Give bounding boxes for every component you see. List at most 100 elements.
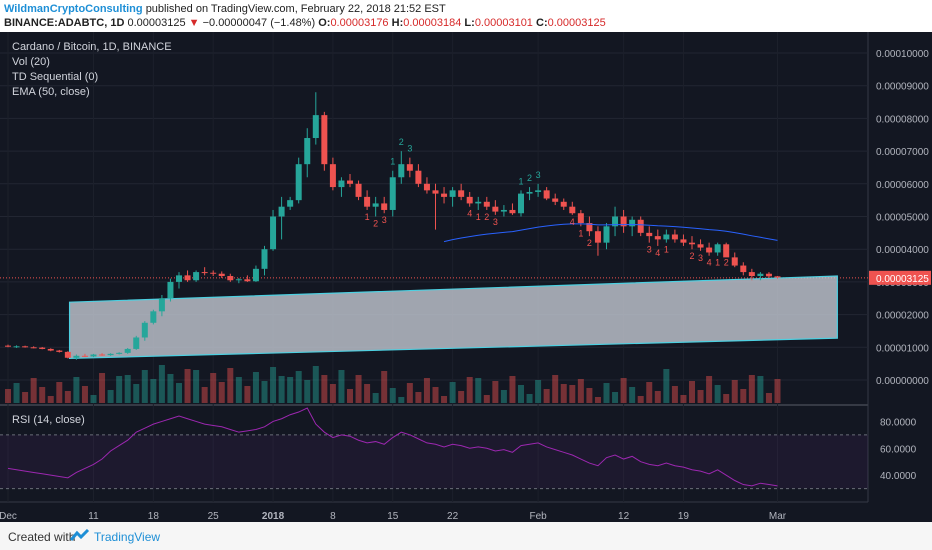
candle-body: [278, 206, 285, 217]
symbol-line: BINANCE:ADABTC, 1D 0.00003125 ▼ −0.00000…: [4, 17, 606, 29]
volume-bar: [56, 382, 63, 403]
price-tick-label: 0.00000000: [876, 376, 929, 387]
candle-body: [124, 348, 131, 353]
td-marker: 3: [698, 253, 703, 263]
candle-body: [757, 273, 764, 277]
close-value: 0.00003125: [547, 17, 606, 29]
candle-body: [22, 346, 29, 348]
time-tick-label: 15: [387, 511, 399, 522]
candle-body: [355, 183, 362, 197]
volume-bar: [552, 375, 559, 403]
candle-body: [107, 353, 114, 356]
ema-path: [443, 223, 778, 243]
candle-body: [329, 164, 336, 188]
volume-bar: [210, 373, 217, 403]
symbol-label: BINANCE:ADABTC, 1D: [4, 17, 125, 29]
volume-bar: [654, 391, 661, 403]
candle-body: [748, 272, 755, 277]
candle-body: [398, 164, 405, 178]
candle-body: [620, 216, 627, 227]
candle-body: [543, 190, 550, 199]
open-label: O:: [318, 17, 331, 29]
volume-bar: [569, 385, 576, 403]
candle-body: [432, 190, 439, 194]
td-marker: 3: [493, 217, 498, 227]
volume-bar: [637, 396, 644, 403]
candle-body: [184, 275, 191, 281]
candle-body: [270, 216, 277, 250]
volume-bar: [629, 387, 636, 403]
time-tick-label: 2018: [262, 511, 285, 522]
td-marker: 4: [707, 258, 712, 268]
td-marker: 3: [536, 170, 541, 180]
time-axis[interactable]: Dec 11 18 25 2018 8 15 22 Feb 12 19 Mar: [0, 511, 787, 522]
candle-body: [81, 355, 88, 357]
volume-bar: [227, 368, 234, 403]
candle-body: [304, 138, 311, 165]
support-channel[interactable]: [68, 275, 838, 360]
candle-body: [449, 190, 456, 197]
candle-body: [39, 347, 46, 349]
volume-bar: [620, 378, 627, 403]
volume-bar: [518, 385, 524, 403]
rsi-pane: [0, 407, 868, 490]
candle-body: [227, 276, 234, 281]
td-marker: 2: [689, 251, 694, 261]
volume-bar: [184, 369, 191, 403]
candle-body: [372, 203, 379, 207]
time-tick-label: 12: [618, 511, 630, 522]
candle-body: [603, 226, 610, 243]
candle-body: [364, 196, 371, 207]
volume-bar: [81, 386, 88, 403]
candle-body: [210, 272, 217, 274]
author-link[interactable]: WildmanCryptoConsulting: [4, 3, 143, 15]
rsi-tick-label: 80.0000: [880, 417, 917, 428]
volume-bar: [329, 384, 336, 403]
legend-volume: Vol (20): [12, 56, 50, 68]
candle-body: [740, 265, 747, 273]
candle-body: [492, 206, 499, 212]
candle-body: [56, 350, 63, 352]
candle-body: [252, 268, 259, 282]
volume-bar: [543, 389, 550, 403]
volume-bar: [603, 383, 610, 403]
candle-body: [441, 193, 448, 197]
candle-body: [500, 209, 507, 212]
candle-body: [415, 170, 422, 184]
price-tick-label: 0.00007000: [876, 147, 929, 158]
candles: [5, 92, 781, 360]
volume-bar: [90, 395, 97, 403]
candle-body: [689, 242, 695, 245]
price-tick-label: 0.00009000: [876, 82, 929, 93]
volume-bar: [415, 392, 422, 403]
volume-bar: [535, 380, 542, 403]
published-text: published on TradingView.com, February 2…: [145, 3, 446, 15]
candle-body: [116, 352, 123, 354]
volume-bar: [740, 389, 747, 403]
tradingview-link[interactable]: TradingView: [94, 530, 161, 544]
candle-body: [423, 183, 430, 191]
td-marker: 2: [587, 238, 592, 248]
candle-body: [261, 249, 268, 269]
candle-body: [680, 239, 687, 243]
price-axis[interactable]: 0.00010000 0.00009000 0.00008000 0.00007000…: [869, 49, 931, 482]
td-marker: 2: [724, 258, 729, 268]
volume-bar: [423, 378, 430, 403]
candle-body: [526, 191, 533, 194]
candle-body: [338, 180, 345, 188]
volume-bar: [500, 390, 507, 403]
volume-bar: [364, 384, 371, 403]
candle-body: [697, 244, 704, 248]
volume-bar: [765, 393, 772, 403]
volume-bar: [492, 381, 499, 403]
volume-bar: [594, 397, 601, 403]
td-marker: 1: [365, 212, 370, 222]
candle-body: [47, 348, 54, 351]
td-marker: 4: [655, 248, 660, 258]
candle-body: [714, 244, 721, 253]
volume-bar: [150, 379, 157, 403]
candle-body: [594, 231, 601, 243]
volume-bar: [671, 386, 678, 403]
candle-body: [141, 322, 148, 338]
